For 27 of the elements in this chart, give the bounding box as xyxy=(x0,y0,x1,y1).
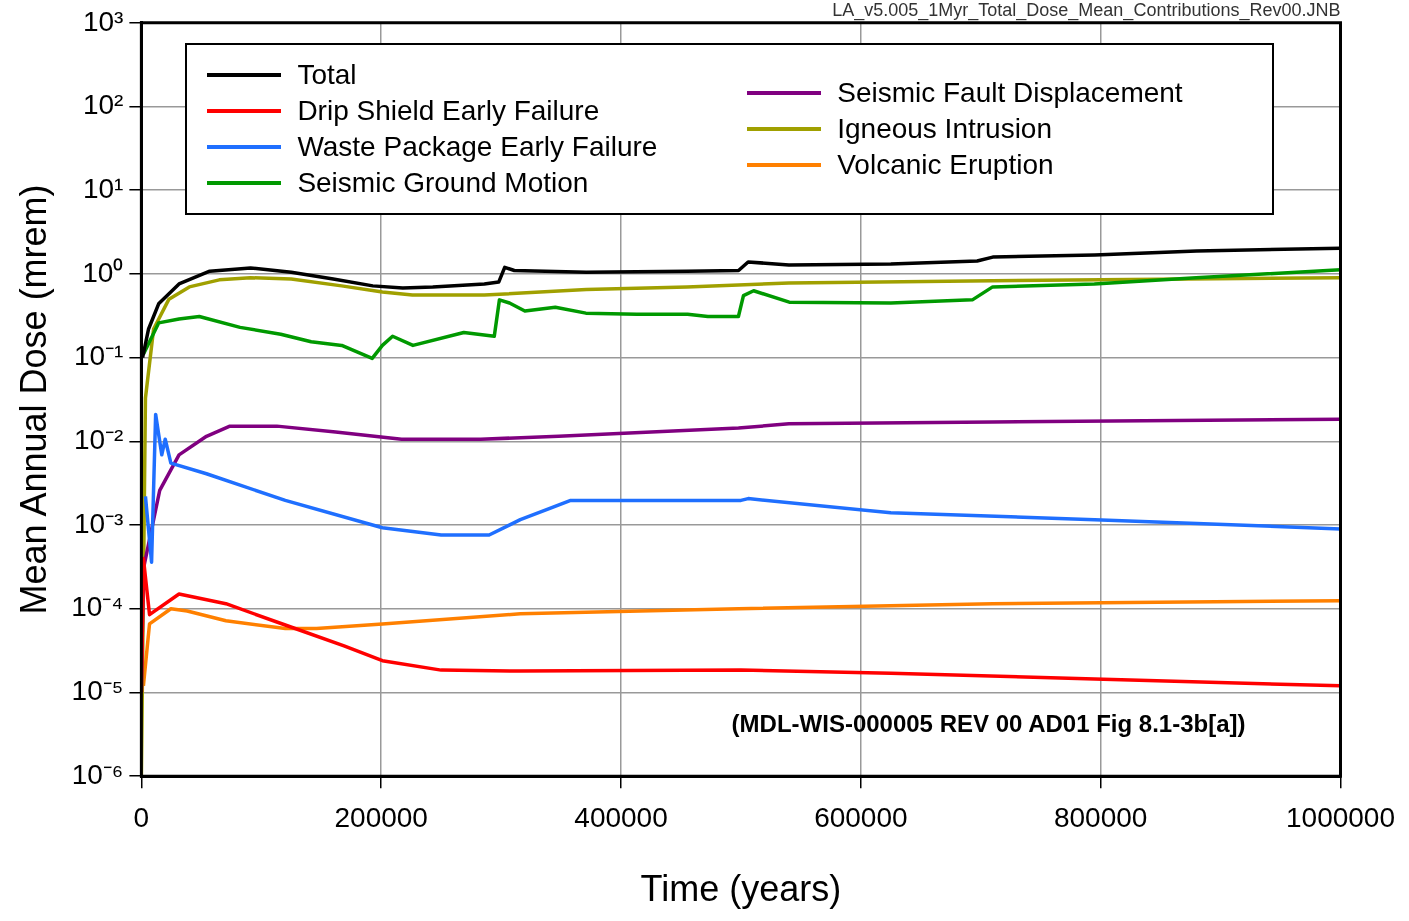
y-tick-label: 10⁻⁴ xyxy=(71,591,124,623)
y-tick-label: 10⁻⁶ xyxy=(71,758,124,790)
y-tick-label: 10⁻² xyxy=(73,424,124,456)
legend-label: Igneous Intrusion xyxy=(837,112,1053,145)
y-axis-title: Mean Annual Dose (mrem) xyxy=(12,184,54,615)
x-tick-label: 1000000 xyxy=(1285,801,1395,833)
text: LA_v5.005_1Myr_Total_Dose_Mean_Contributions_Rev00.JNB xyxy=(832,0,1341,21)
legend-label: Seismic Fault Displacement xyxy=(837,76,1183,109)
y-tick-label: 10⁻³ xyxy=(73,507,124,539)
x-tick-label: 600000 xyxy=(814,801,908,833)
legend-label: Drip Shield Early Failure xyxy=(297,94,600,127)
legend-label: Waste Package Early Failure xyxy=(297,130,658,163)
y-tick-label: 10⁰ xyxy=(82,256,124,288)
y-tick-label: 10³ xyxy=(82,5,124,37)
legend-label: Total xyxy=(297,58,357,91)
legend-label: Volcanic Eruption xyxy=(837,148,1054,181)
x-tick-label: 200000 xyxy=(334,801,428,833)
x-axis-title: Time (years) xyxy=(640,868,842,910)
annotation: (MDL-WIS-000005 REV 00 AD01 Fig 8.1-3b[a]) xyxy=(731,710,1246,739)
x-tick-label: 400000 xyxy=(574,801,668,833)
y-tick-label: 10⁻¹ xyxy=(73,340,124,372)
legend-label: Seismic Ground Motion xyxy=(297,166,589,199)
y-tick-label: 10² xyxy=(82,89,124,121)
y-tick-label: 10⁻⁵ xyxy=(71,675,124,707)
x-tick-label: 800000 xyxy=(1053,801,1148,833)
y-tick-label: 10¹ xyxy=(82,172,124,204)
x-tick-label: 0 xyxy=(133,801,150,833)
